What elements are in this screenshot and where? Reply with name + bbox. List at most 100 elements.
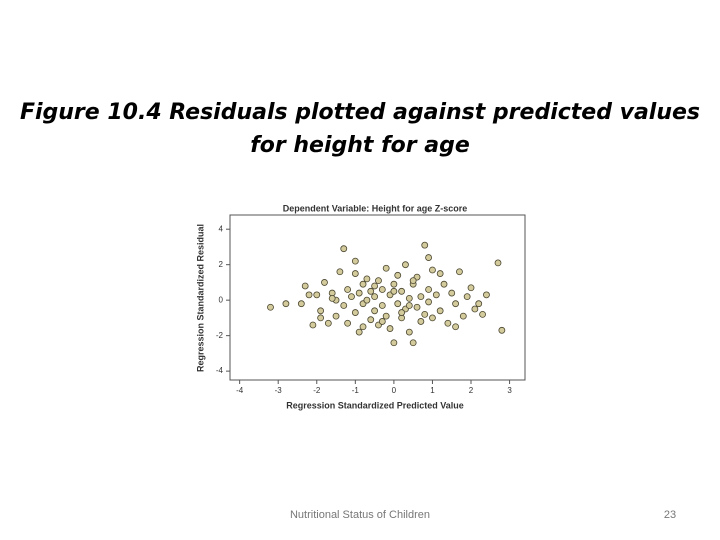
point [452,323,459,331]
point [378,318,386,325]
x-tick-label: -2 [313,386,321,395]
point [382,312,390,320]
y-tick-label: 0 [219,295,224,304]
point [398,309,406,316]
x-tick-label: -4 [236,386,244,395]
point [332,312,340,320]
point [382,264,390,272]
point [348,293,355,301]
point [371,293,379,301]
point [351,309,359,316]
x-tick-label: 1 [430,386,435,395]
point [413,303,421,311]
point [355,289,363,297]
y-axis-label: Regression Standardized Residual [195,224,205,372]
point [432,291,440,299]
point [363,296,371,304]
point [436,270,444,277]
point [394,271,402,279]
point [355,328,363,336]
slide-title: Figure 10.4 Residuals plotted against pr… [20,100,700,125]
point [448,289,456,297]
point [317,307,325,315]
point [340,302,348,309]
chart-title: Dependent Variable: Height for age Z-sco… [283,203,468,213]
point [483,291,490,299]
slide-title: for height for age [250,133,470,158]
point [456,268,463,276]
point [398,287,406,295]
point [417,318,425,325]
point [305,291,313,299]
point [375,277,382,285]
point [409,339,417,347]
point [425,286,432,293]
point [367,287,375,295]
point [436,307,444,315]
x-tick-label: -3 [275,386,283,395]
point [463,293,471,301]
point [405,328,413,336]
point [359,280,367,288]
point [378,302,386,309]
point [328,294,336,302]
x-tick-label: 2 [469,386,474,395]
point [371,282,379,290]
point [340,245,348,253]
point [405,294,413,302]
point [351,257,359,265]
point [267,303,274,311]
plot-frame [229,214,526,381]
point [344,286,352,293]
point [282,300,290,308]
point [367,316,375,324]
point [459,312,467,320]
point [425,298,432,306]
point [475,300,483,308]
point [440,280,448,288]
point [351,270,359,277]
point [371,307,379,315]
point [402,261,409,269]
point [417,293,425,301]
point [344,319,352,327]
point [390,280,398,288]
x-tick-label: -1 [352,386,360,395]
point [467,284,475,292]
point [429,314,436,322]
point [386,325,394,332]
point [390,287,398,295]
point [301,282,309,290]
point [405,302,413,309]
y-tick-label: 2 [219,260,224,269]
point [452,300,459,308]
point [494,259,502,267]
page-number: 23 [664,509,676,521]
point [498,326,506,334]
point [378,286,386,293]
x-tick-label: 0 [392,386,397,395]
point [336,268,344,276]
point [429,266,436,274]
point [444,319,452,327]
point [394,300,402,308]
y-tick-label: 4 [219,224,224,233]
y-tick-label: -2 [216,331,224,340]
point [409,277,417,285]
x-tick-label: 3 [507,386,512,395]
point [359,323,367,331]
point [471,305,479,313]
point [317,314,325,322]
point [479,310,486,318]
point [309,321,317,329]
point [425,254,432,261]
point [321,279,328,286]
point [297,300,305,308]
y-tick-label: -4 [216,366,224,375]
point [324,319,332,327]
footer: Nutritional Status of Children [290,509,430,521]
point [421,310,429,318]
point [363,275,371,283]
point [421,241,429,249]
